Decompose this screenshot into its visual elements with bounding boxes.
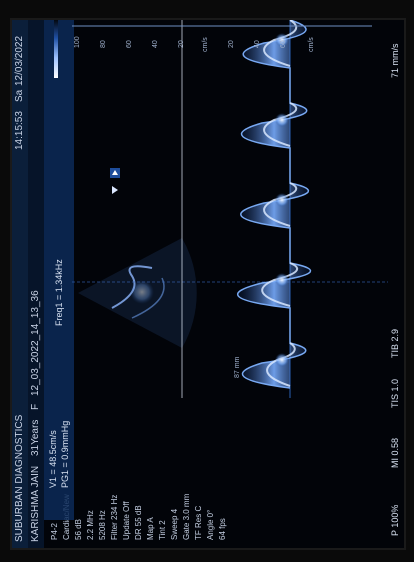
footer-tis: TIS 1.0: [390, 378, 400, 408]
scale-tick: 100: [74, 36, 81, 48]
footer-power: P 100%: [390, 504, 400, 536]
footer-tib: TIB 2.9: [390, 328, 400, 358]
scale-tick: 80: [100, 40, 107, 48]
rotated-display: SUBURBAN DIAGNOSTICS 14:15:53 Sa 12/03/2…: [12, 20, 404, 548]
scale-tick: cm/s: [308, 37, 315, 52]
play-icon[interactable]: [110, 168, 120, 178]
scale-tick: 20: [228, 40, 235, 48]
scale-tick: 40: [254, 40, 261, 48]
scale-tick: 20: [178, 40, 185, 48]
scale-tick: cm/s: [202, 37, 209, 52]
arrow-down-icon: [112, 186, 118, 194]
footer-speed: 71 mm/s: [390, 43, 400, 78]
depth-label: 87 mm: [234, 356, 241, 378]
spectral-waveform: [237, 20, 312, 389]
footer-bar: [388, 20, 404, 548]
scale-tick: 60: [280, 40, 287, 48]
bmode-sector: [78, 238, 197, 348]
scale-tick: 40: [152, 40, 159, 48]
ultrasound-monitor: SUBURBAN DIAGNOSTICS 14:15:53 Sa 12/03/2…: [12, 20, 404, 548]
scale-tick: 60: [126, 40, 133, 48]
footer-mi: MI 0.58: [390, 437, 400, 468]
doppler-display: [72, 20, 388, 398]
